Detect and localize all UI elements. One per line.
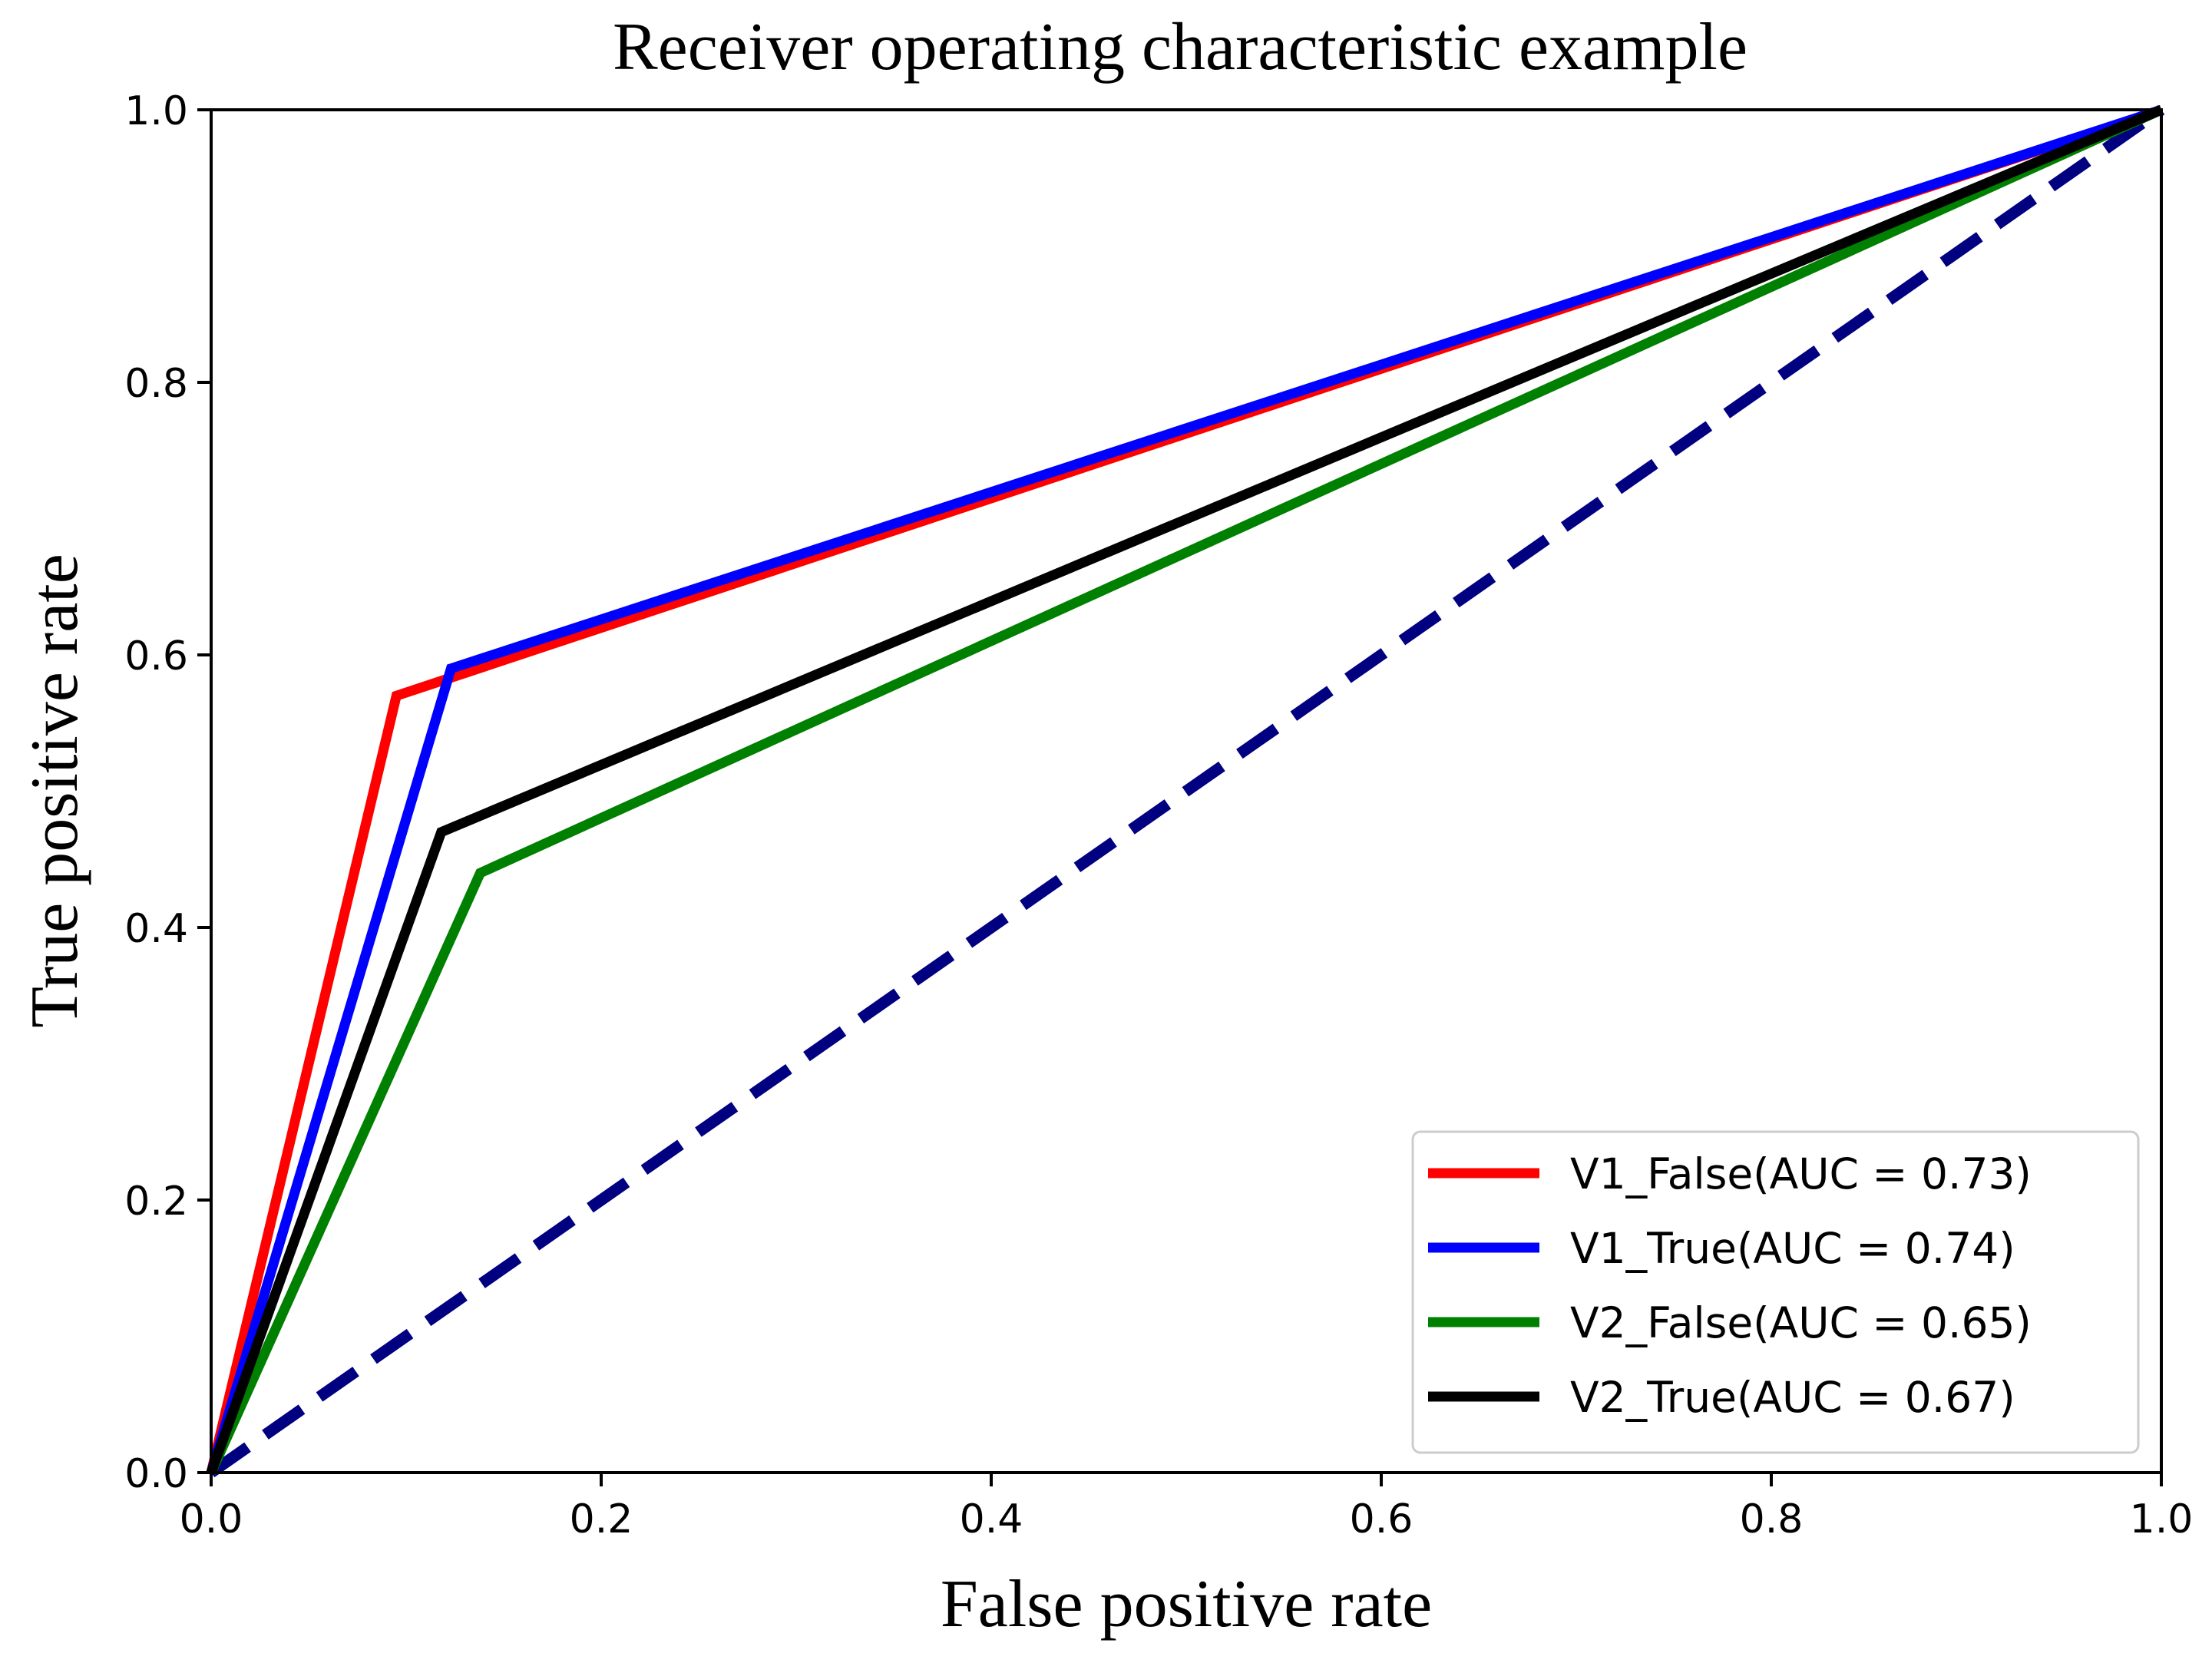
- y-axis: 0.0 0.2 0.4 0.6 0.8 1.0: [124, 88, 211, 1497]
- roc-series-line-4: [206, 105, 2164, 1475]
- x-axis-label: False positive rate: [941, 1567, 1432, 1642]
- roc-series-line-3: [207, 105, 2164, 1475]
- x-tick-label: 0.6: [1350, 1496, 1413, 1542]
- legend-label-4: V2_True(AUC = 0.67): [1570, 1373, 2015, 1422]
- y-tick-label: 0.0: [124, 1451, 188, 1497]
- y-tick-label: 0.6: [124, 633, 188, 679]
- y-tick-label: 0.8: [124, 361, 188, 407]
- x-tick-label: 0.2: [570, 1496, 633, 1542]
- roc-series-line-2: [206, 104, 2164, 1474]
- y-tick-label: 0.2: [124, 1179, 188, 1225]
- legend-box: [1411, 1130, 2140, 1454]
- reference-diagonal-line: [207, 104, 2165, 1478]
- x-axis: 0.0 0.2 0.4 0.6 0.8 1.0: [180, 1473, 2194, 1542]
- chart-title: Receiver operating characteristic exampl…: [613, 10, 1747, 84]
- y-tick-label: 1.0: [124, 88, 188, 134]
- x-tick-label: 1.0: [2130, 1496, 2194, 1542]
- legend-label-2: V1_True(AUC = 0.74): [1570, 1224, 2015, 1273]
- y-tick-label: 0.4: [124, 906, 188, 952]
- plot-area: [206, 104, 2165, 1478]
- y-axis-label: True positive rate: [18, 554, 92, 1028]
- legend-label-3: V2_False(AUC = 0.65): [1570, 1298, 2032, 1347]
- x-tick-label: 0.4: [960, 1496, 1023, 1542]
- x-tick-label: 0.8: [1740, 1496, 1804, 1542]
- plot-frame: [210, 108, 2163, 1474]
- legend-label-1: V1_False(AUC = 0.73): [1570, 1149, 2032, 1198]
- legend: V1_False(AUC = 0.73) V1_True(AUC = 0.74) V…: [1411, 1130, 2140, 1454]
- x-tick-label: 0.0: [180, 1496, 243, 1542]
